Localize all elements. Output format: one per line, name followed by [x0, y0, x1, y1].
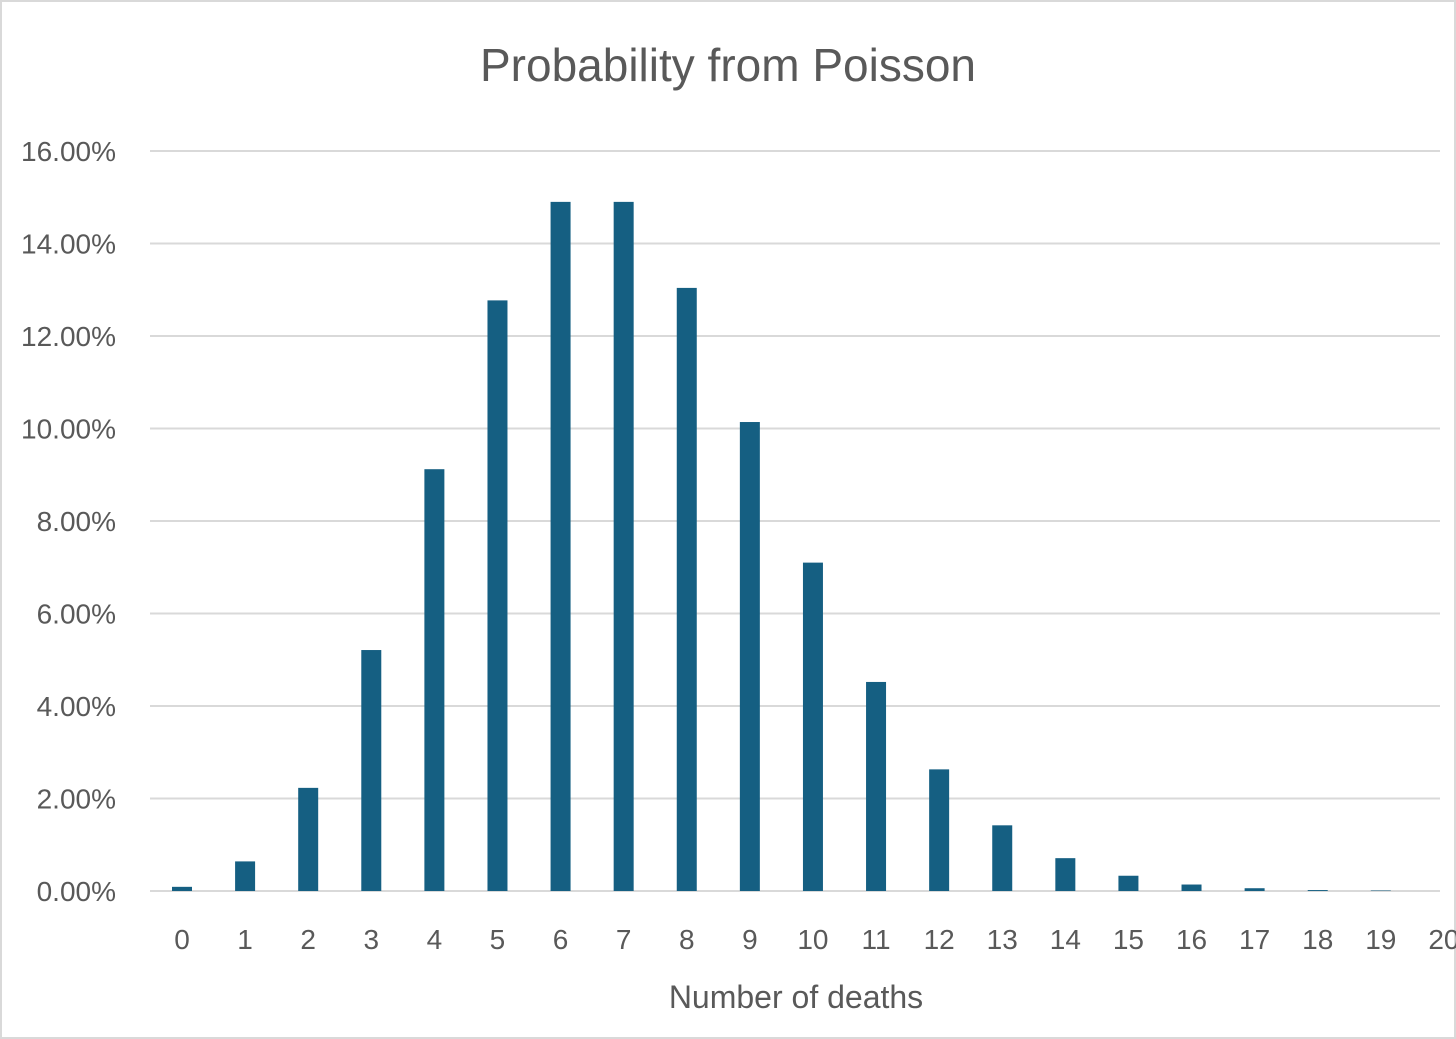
x-tick-label: 18: [1302, 924, 1333, 955]
x-tick-label: 10: [797, 924, 828, 955]
bar-3: [361, 650, 382, 891]
bar-11: [866, 681, 887, 891]
x-tick-label: 11: [862, 924, 891, 955]
x-tick-label: 8: [679, 924, 695, 955]
x-tick-label: 3: [363, 924, 379, 955]
y-tick-label: 2.00%: [37, 784, 116, 815]
x-tick-label: 15: [1113, 924, 1144, 955]
x-tick-label: 9: [742, 924, 758, 955]
bar-1: [235, 861, 256, 891]
bar-6: [550, 201, 571, 891]
x-tick-label: 4: [427, 924, 443, 955]
bar-13: [992, 825, 1013, 891]
x-tick-label: 7: [616, 924, 632, 955]
bar-14: [1055, 858, 1076, 891]
x-tick-label: 5: [490, 924, 506, 955]
bar-17: [1244, 888, 1265, 891]
x-tick-label: 0: [174, 924, 190, 955]
y-axis-tick-labels: 0.00% 2.00% 4.00% 6.00% 8.00% 10.00% 12.00% 14.…: [21, 136, 116, 907]
x-tick-label: 13: [987, 924, 1018, 955]
bar-8: [676, 287, 697, 891]
y-tick-label: 12.00%: [21, 321, 116, 352]
bar-10: [802, 562, 823, 891]
y-tick-label: 0.00%: [37, 876, 116, 907]
x-tick-label: 14: [1050, 924, 1081, 955]
bar-7: [613, 201, 634, 891]
bar-16: [1181, 884, 1202, 891]
chart-title: Probability from Poisson: [480, 39, 976, 91]
x-tick-label: 19: [1365, 924, 1396, 955]
gridlines: [150, 150, 1440, 892]
x-tick-label: 12: [924, 924, 955, 955]
x-tick-label: 17: [1239, 924, 1270, 955]
bar-5: [487, 300, 508, 891]
bars: [172, 201, 1391, 891]
bar-2: [298, 787, 319, 891]
bar-15: [1118, 875, 1139, 891]
bar-0: [172, 886, 192, 891]
x-tick-label: 20: [1428, 924, 1456, 955]
x-axis-title: Number of deaths: [669, 979, 923, 1015]
bar-9: [739, 422, 760, 891]
y-tick-label: 16.00%: [21, 136, 116, 167]
bar-4: [424, 469, 445, 891]
x-axis-tick-labels: 0 1 2 3 4 5 6 7 8 9 10 11 12 13 14 15 16 17 18 19 20: [174, 924, 1456, 955]
y-tick-label: 14.00%: [21, 229, 116, 260]
x-tick-label: 2: [300, 924, 316, 955]
x-tick-label: 6: [553, 924, 569, 955]
y-tick-label: 10.00%: [21, 414, 116, 445]
y-tick-label: 8.00%: [37, 506, 116, 537]
y-tick-label: 4.00%: [37, 691, 116, 722]
y-tick-label: 6.00%: [37, 599, 116, 630]
x-tick-label: 1: [237, 924, 253, 955]
bar-12: [929, 769, 950, 891]
x-tick-label: 16: [1176, 924, 1207, 955]
bar-18: [1307, 890, 1328, 891]
